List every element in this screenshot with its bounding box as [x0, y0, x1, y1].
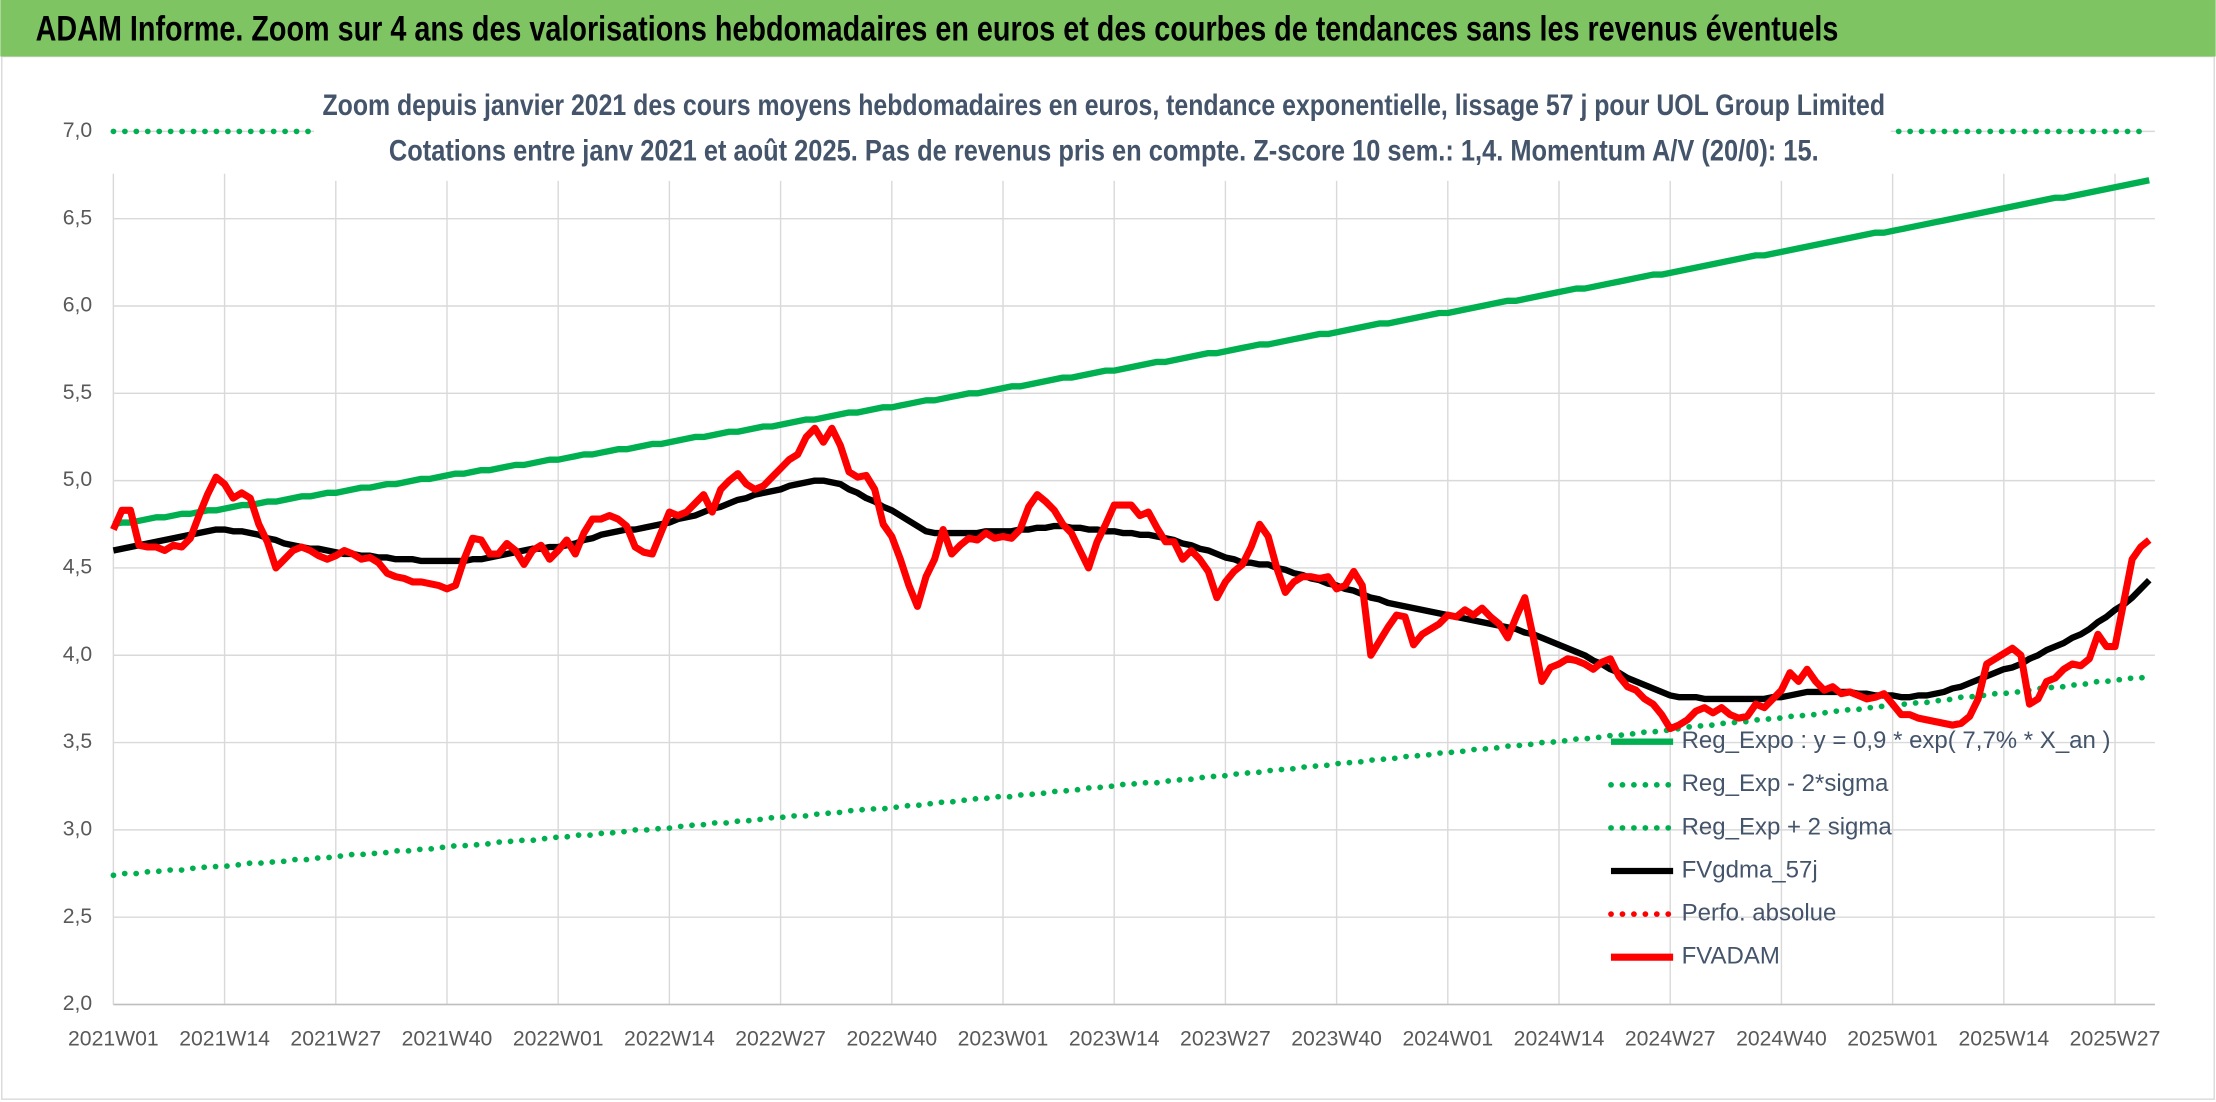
- y-tick-label: 6,5: [63, 206, 92, 229]
- title-background: [313, 84, 1891, 181]
- x-tick-label: 2022W14: [624, 1027, 715, 1050]
- y-tick-label: 4,5: [63, 556, 92, 579]
- y-tick-label: 6,0: [63, 294, 92, 317]
- series-line: [112, 477, 2152, 703]
- legend-label: FVADAM: [1682, 943, 1780, 970]
- y-tick-label: 7,0: [63, 119, 92, 142]
- x-tick-label: 2024W40: [1736, 1027, 1827, 1050]
- x-tick-label: 2025W14: [1958, 1027, 2049, 1050]
- y-tick-label: 4,0: [63, 643, 92, 666]
- x-tick-label: 2023W40: [1291, 1027, 1382, 1050]
- x-tick-label: 2021W01: [68, 1027, 159, 1050]
- y-tick-label: 3,0: [63, 817, 92, 840]
- grid: 2,0 2,5 3,0 3,5 4,0 4,5 5,0 5,5 6,0 6,5 7,0 2021W01…: [63, 119, 2161, 1050]
- y-tick-label: 5,5: [63, 381, 92, 404]
- legend-label: Reg_Exp + 2 sigma: [1682, 813, 1893, 840]
- legend: Reg_Expo : y = 0,9 * exp( 7,7% * X_an ) R…: [1608, 727, 2111, 970]
- x-tick-label: 2024W14: [1514, 1027, 1605, 1050]
- chart-subtitle: Cotations entre janv 2021 et août 2025. …: [389, 134, 1819, 167]
- y-tick-label: 2,5: [63, 905, 92, 928]
- header-bar: [0, 0, 2216, 57]
- x-tick-label: 2024W01: [1402, 1027, 1493, 1050]
- y-tick-label: 3,5: [63, 730, 92, 753]
- x-tick-label: 2022W01: [513, 1027, 604, 1050]
- x-tick-label: 2022W27: [735, 1027, 826, 1050]
- chart-title: Zoom depuis janvier 2021 des cours moyen…: [322, 89, 1885, 122]
- x-tick-label: 2021W14: [179, 1027, 270, 1050]
- x-tick-label: 2025W27: [2070, 1027, 2161, 1050]
- x-tick-label: 2023W01: [958, 1027, 1049, 1050]
- x-tick-label: 2023W14: [1069, 1027, 1160, 1050]
- header-title: ADAM Informe. Zoom sur 4 ans des valoris…: [36, 9, 1839, 48]
- x-tick-label: 2021W40: [402, 1027, 493, 1050]
- legend-label: Reg_Expo : y = 0,9 * exp( 7,7% * X_an ): [1682, 727, 2111, 754]
- y-tick-label: 5,0: [63, 468, 92, 491]
- legend-label: FVgdma_57j: [1682, 856, 1818, 883]
- x-tick-label: 2021W27: [290, 1027, 381, 1050]
- x-tick-label: 2025W01: [1847, 1027, 1938, 1050]
- y-tick-label: 2,0: [63, 992, 92, 1015]
- x-tick-label: 2024W27: [1625, 1027, 1716, 1050]
- series-line: [112, 177, 2150, 528]
- series-line: [110, 673, 2153, 879]
- x-tick-label: 2022W40: [846, 1027, 937, 1050]
- series-line: [110, 424, 2152, 733]
- legend-label: Reg_Exp - 2*sigma: [1682, 770, 1889, 797]
- legend-label: Perfo. absolue: [1682, 899, 1837, 926]
- x-tick-label: 2023W27: [1180, 1027, 1271, 1050]
